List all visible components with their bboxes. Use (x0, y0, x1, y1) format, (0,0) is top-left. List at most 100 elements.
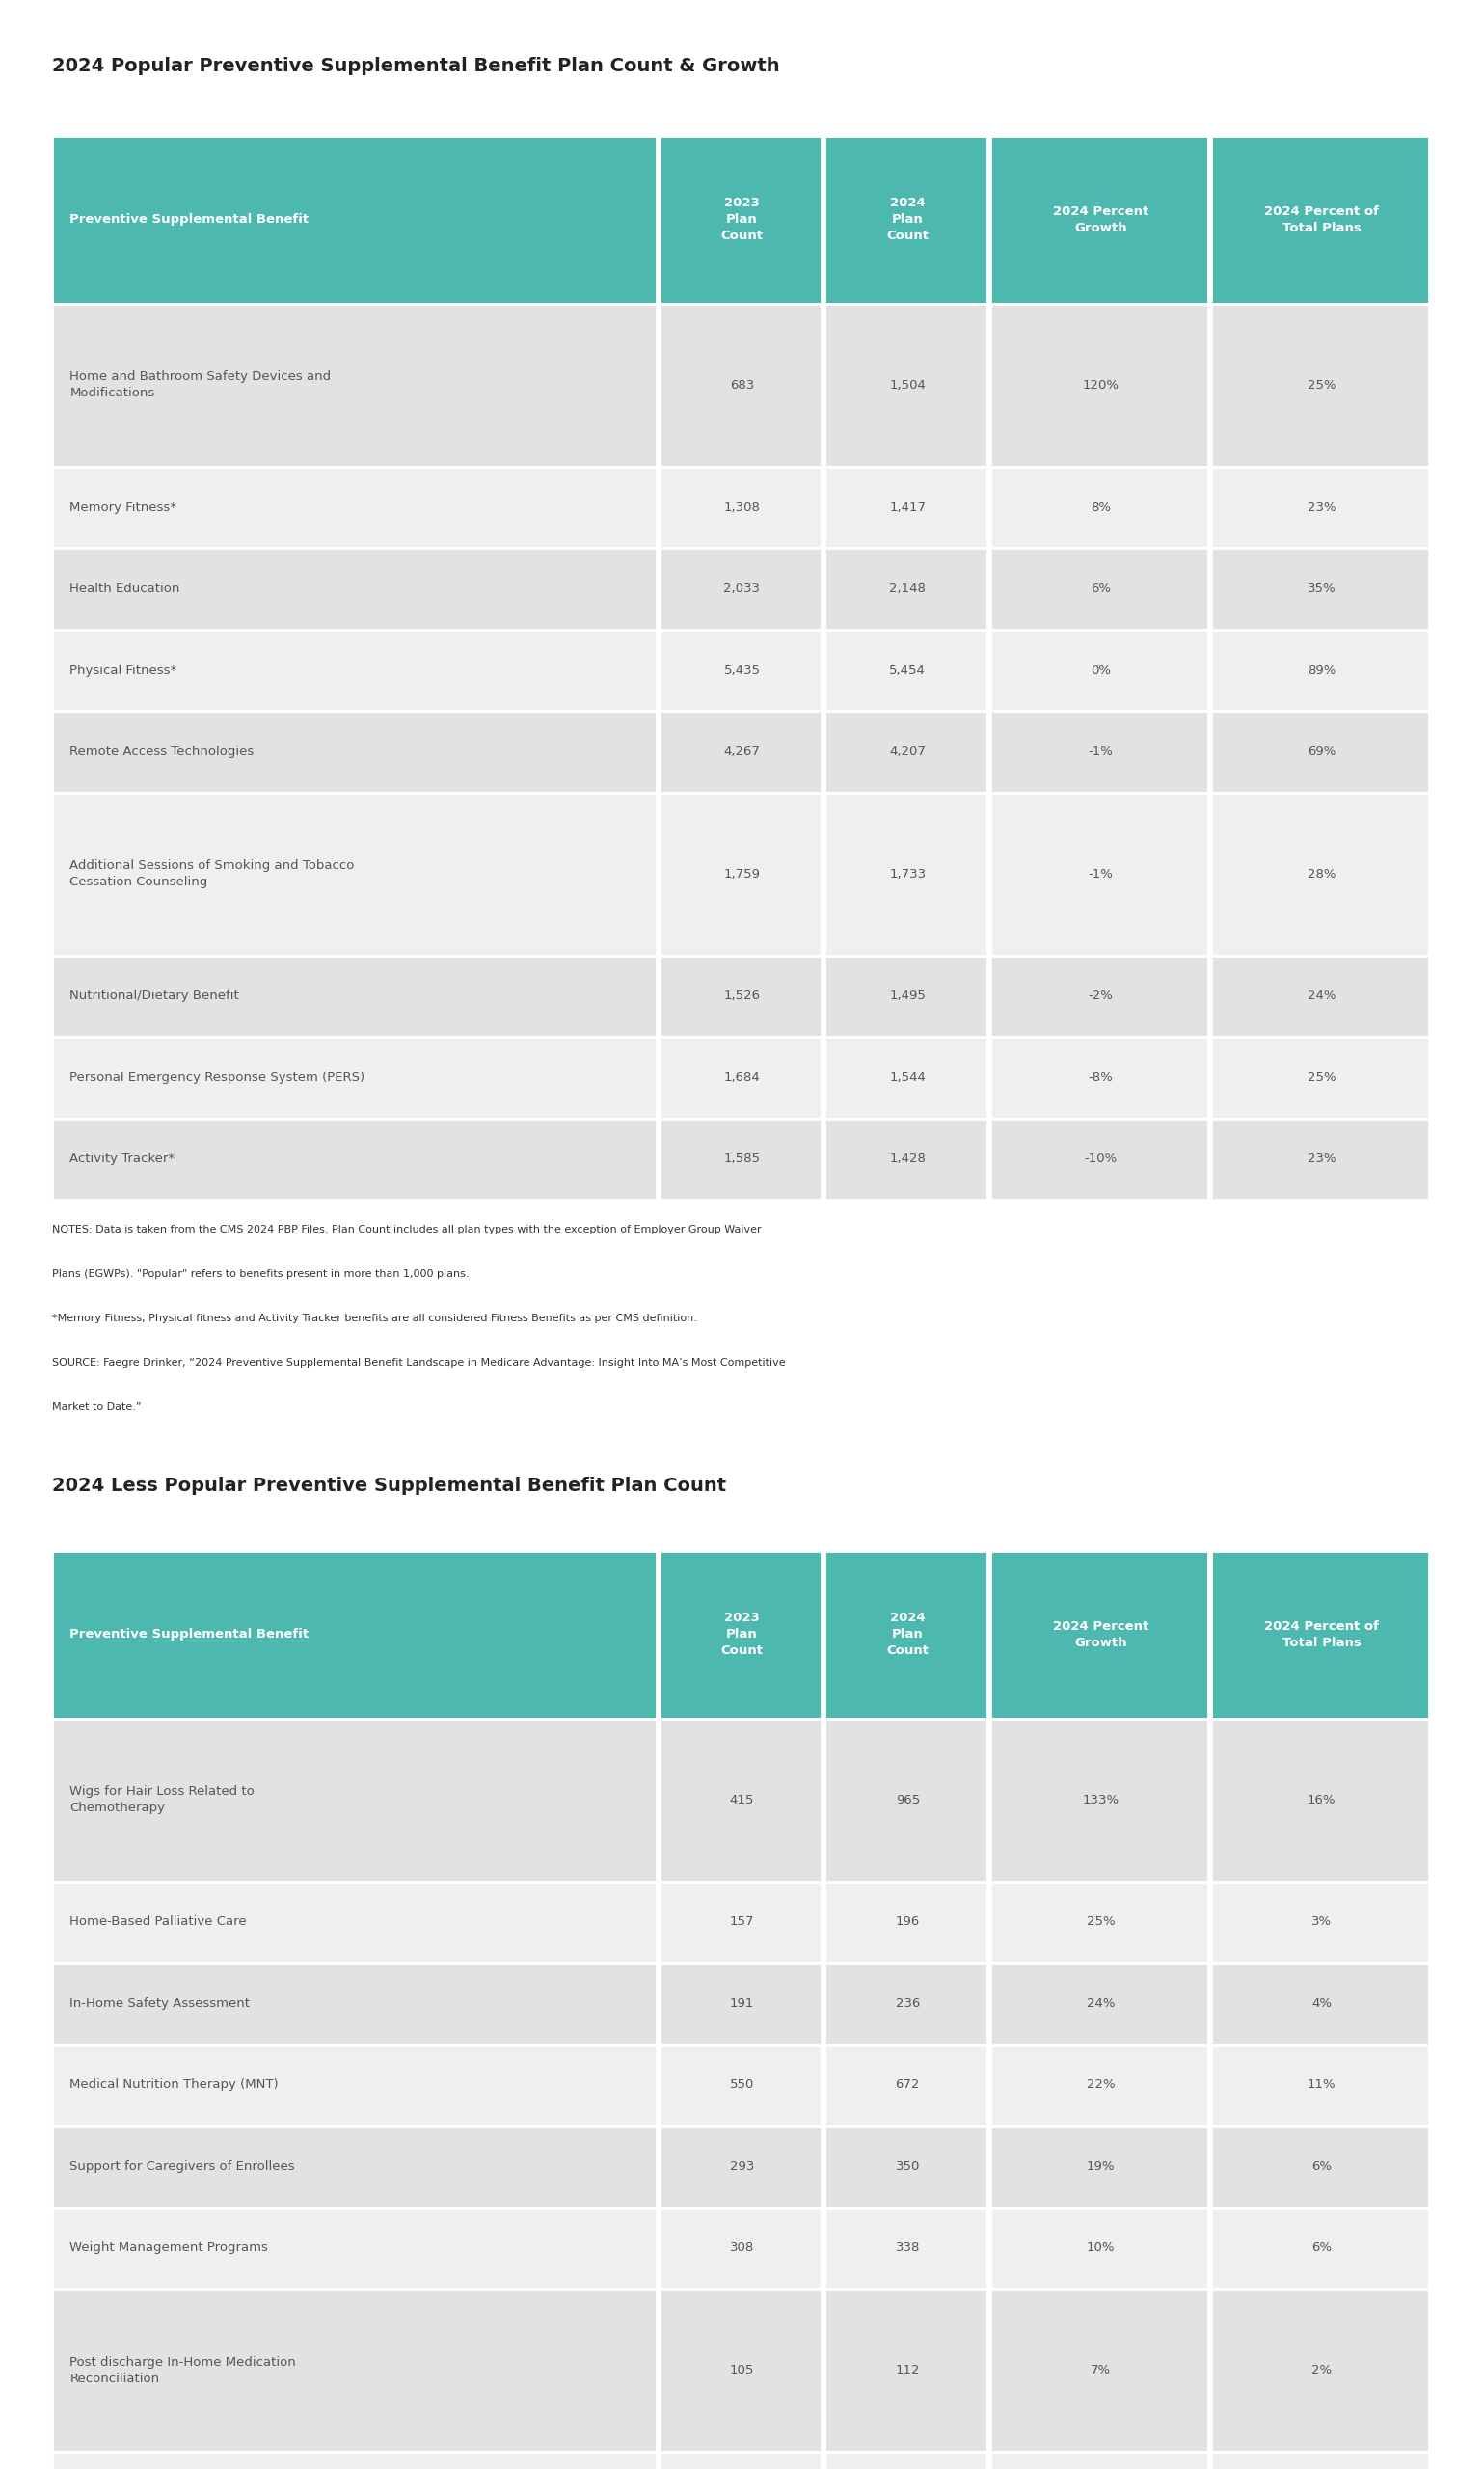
FancyBboxPatch shape (52, 1118, 656, 1200)
FancyBboxPatch shape (52, 956, 656, 1037)
Text: 2023
Plan
Count: 2023 Plan Count (721, 1612, 763, 1657)
FancyBboxPatch shape (1211, 1037, 1429, 1118)
FancyBboxPatch shape (659, 1881, 822, 1963)
Text: 2024 Less Popular Preventive Supplemental Benefit Plan Count: 2024 Less Popular Preventive Supplementa… (52, 1476, 726, 1494)
Text: 1,684: 1,684 (724, 1072, 760, 1084)
Text: Support for Caregivers of Enrollees: Support for Caregivers of Enrollees (70, 2160, 295, 2173)
FancyBboxPatch shape (990, 793, 1208, 956)
FancyBboxPatch shape (990, 1037, 1208, 1118)
Text: 1,733: 1,733 (889, 867, 926, 881)
FancyBboxPatch shape (990, 304, 1208, 467)
Text: *Memory Fitness, Physical fitness and Activity Tracker benefits are all consider: *Memory Fitness, Physical fitness and Ac… (52, 1314, 697, 1323)
Text: 415: 415 (730, 1792, 754, 1807)
FancyBboxPatch shape (825, 1718, 987, 1881)
FancyBboxPatch shape (659, 711, 822, 793)
FancyBboxPatch shape (52, 2207, 656, 2289)
Text: -2%: -2% (1088, 990, 1113, 1002)
Text: 338: 338 (895, 2242, 920, 2254)
FancyBboxPatch shape (1211, 711, 1429, 793)
Text: 1,504: 1,504 (889, 378, 926, 393)
Text: 191: 191 (730, 1997, 754, 2010)
FancyBboxPatch shape (1211, 1551, 1429, 1718)
Text: Medical Nutrition Therapy (MNT): Medical Nutrition Therapy (MNT) (70, 2079, 279, 2091)
Text: Physical Fitness*: Physical Fitness* (70, 664, 177, 677)
Text: 6%: 6% (1091, 583, 1112, 595)
FancyBboxPatch shape (659, 467, 822, 548)
FancyBboxPatch shape (52, 1551, 656, 1718)
FancyBboxPatch shape (825, 136, 987, 304)
Text: Plans (EGWPs). "Popular" refers to benefits present in more than 1,000 plans.: Plans (EGWPs). "Popular" refers to benef… (52, 1269, 469, 1279)
FancyBboxPatch shape (1211, 630, 1429, 711)
FancyBboxPatch shape (659, 793, 822, 956)
Text: 1,417: 1,417 (889, 501, 926, 514)
Text: Additional Sessions of Smoking and Tobacco
Cessation Counseling: Additional Sessions of Smoking and Tobac… (70, 859, 355, 889)
Text: -10%: -10% (1085, 1153, 1117, 1165)
FancyBboxPatch shape (1211, 136, 1429, 304)
FancyBboxPatch shape (825, 711, 987, 793)
Text: 2,148: 2,148 (889, 583, 926, 595)
Text: 120%: 120% (1082, 378, 1119, 393)
Text: 19%: 19% (1086, 2160, 1114, 2173)
FancyBboxPatch shape (52, 548, 656, 630)
Text: 28%: 28% (1307, 867, 1336, 881)
FancyBboxPatch shape (825, 1037, 987, 1118)
FancyBboxPatch shape (990, 2289, 1208, 2452)
FancyBboxPatch shape (825, 793, 987, 956)
FancyBboxPatch shape (1211, 1881, 1429, 1963)
FancyBboxPatch shape (52, 2452, 656, 2469)
Text: 5,454: 5,454 (889, 664, 926, 677)
FancyBboxPatch shape (990, 2126, 1208, 2207)
FancyBboxPatch shape (659, 136, 822, 304)
Text: Weight Management Programs: Weight Management Programs (70, 2242, 269, 2254)
FancyBboxPatch shape (52, 136, 656, 304)
Text: 25%: 25% (1086, 1916, 1114, 1928)
Text: 2024 Percent
Growth: 2024 Percent Growth (1054, 205, 1149, 235)
Text: 965: 965 (895, 1792, 920, 1807)
FancyBboxPatch shape (1211, 2126, 1429, 2207)
FancyBboxPatch shape (659, 1718, 822, 1881)
FancyBboxPatch shape (990, 2044, 1208, 2126)
FancyBboxPatch shape (825, 2126, 987, 2207)
Text: Health Education: Health Education (70, 583, 180, 595)
Text: 2024 Percent
Growth: 2024 Percent Growth (1054, 1620, 1149, 1649)
FancyBboxPatch shape (990, 711, 1208, 793)
FancyBboxPatch shape (990, 2452, 1208, 2469)
Text: Home-Based Palliative Care: Home-Based Palliative Care (70, 1916, 246, 1928)
Text: In-Home Safety Assessment: In-Home Safety Assessment (70, 1997, 251, 2010)
FancyBboxPatch shape (1211, 793, 1429, 956)
Text: 24%: 24% (1307, 990, 1336, 1002)
FancyBboxPatch shape (825, 548, 987, 630)
FancyBboxPatch shape (825, 2289, 987, 2452)
FancyBboxPatch shape (659, 956, 822, 1037)
Text: Market to Date.”: Market to Date.” (52, 1402, 141, 1412)
Text: Personal Emergency Response System (PERS): Personal Emergency Response System (PERS… (70, 1072, 365, 1084)
FancyBboxPatch shape (990, 956, 1208, 1037)
Text: 2024 Popular Preventive Supplemental Benefit Plan Count & Growth: 2024 Popular Preventive Supplemental Ben… (52, 57, 779, 74)
Text: 1,428: 1,428 (889, 1153, 926, 1165)
Text: 25%: 25% (1307, 1072, 1336, 1084)
FancyBboxPatch shape (825, 1881, 987, 1963)
Text: 105: 105 (730, 2363, 754, 2378)
Text: 2,033: 2,033 (724, 583, 760, 595)
Text: 2%: 2% (1312, 2363, 1331, 2378)
FancyBboxPatch shape (825, 630, 987, 711)
Text: 6%: 6% (1312, 2242, 1331, 2254)
Text: Memory Fitness*: Memory Fitness* (70, 501, 177, 514)
FancyBboxPatch shape (990, 1718, 1208, 1881)
Text: 1,585: 1,585 (724, 1153, 760, 1165)
Text: 350: 350 (895, 2160, 920, 2173)
Text: 196: 196 (895, 1916, 920, 1928)
Text: 133%: 133% (1082, 1792, 1119, 1807)
FancyBboxPatch shape (52, 1881, 656, 1963)
FancyBboxPatch shape (52, 304, 656, 467)
FancyBboxPatch shape (1211, 548, 1429, 630)
FancyBboxPatch shape (659, 548, 822, 630)
Text: 4,207: 4,207 (889, 746, 926, 758)
FancyBboxPatch shape (1211, 467, 1429, 548)
Text: 293: 293 (730, 2160, 754, 2173)
Text: Preventive Supplemental Benefit: Preventive Supplemental Benefit (70, 212, 309, 227)
Text: 6%: 6% (1312, 2160, 1331, 2173)
Text: 550: 550 (730, 2079, 754, 2091)
FancyBboxPatch shape (990, 630, 1208, 711)
FancyBboxPatch shape (659, 1551, 822, 1718)
